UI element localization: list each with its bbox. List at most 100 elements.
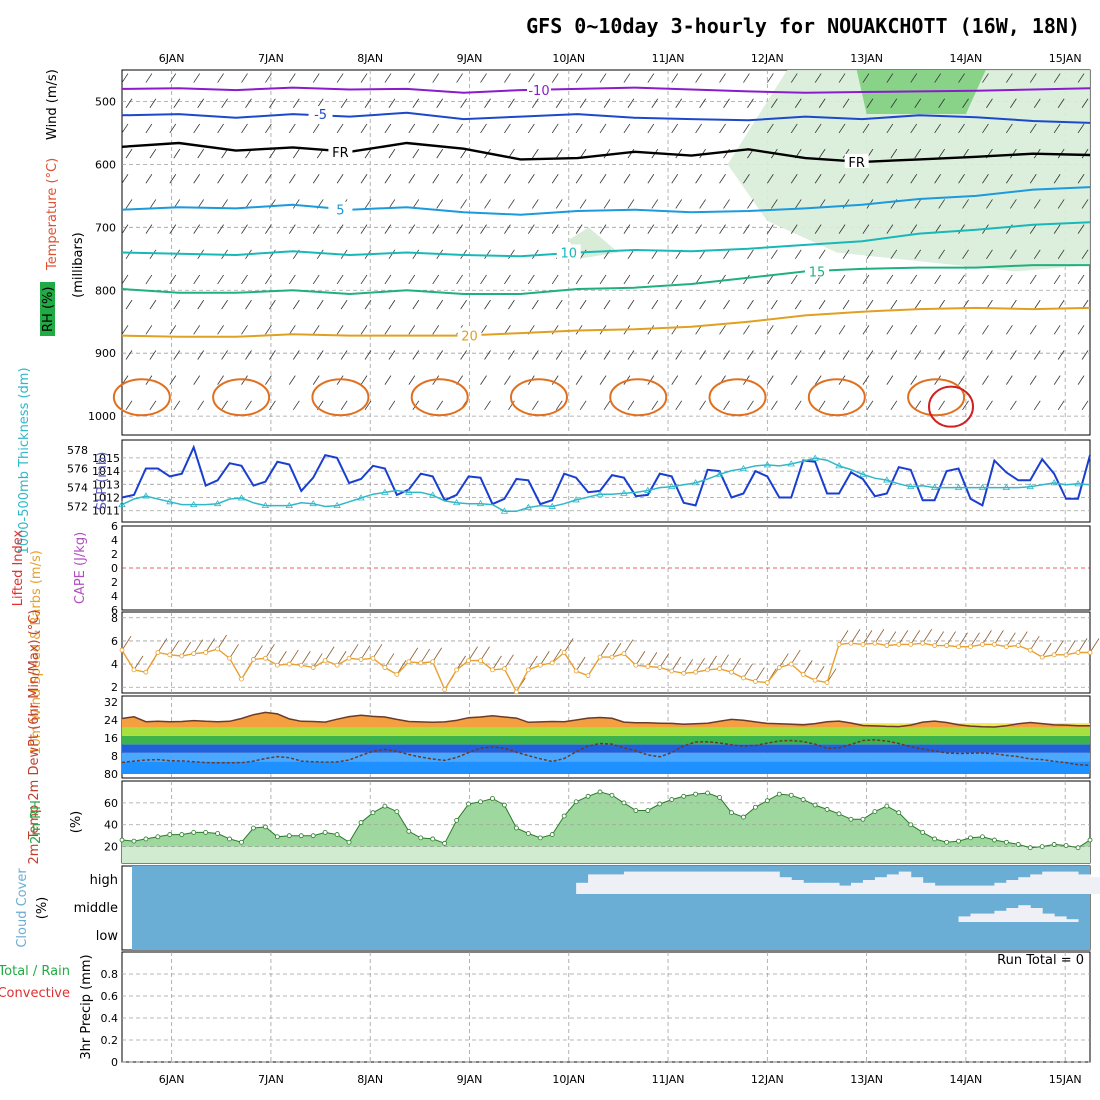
wind-barb: [934, 73, 941, 83]
wind-barb: [456, 174, 463, 184]
rh-marker: [286, 833, 292, 839]
x-tick-label-bottom: 6JAN: [159, 1073, 185, 1086]
wind-barb: [460, 148, 467, 159]
wind-barb: [982, 123, 989, 134]
wind-barb: [360, 274, 368, 285]
cloud-high-cell: [731, 871, 744, 894]
wind-speed-marker: [776, 665, 782, 670]
wind-barb: [938, 199, 945, 209]
wind-speed-marker: [657, 665, 663, 670]
wind-speed-marker: [382, 665, 388, 670]
precip-tick-label: 0.4: [101, 1012, 119, 1025]
wind-barb: [958, 224, 965, 234]
rh-marker: [932, 836, 938, 842]
wind-barb: [121, 123, 129, 134]
wind-barb: [651, 350, 659, 360]
wind-barb: [699, 98, 706, 108]
rh-marker: [956, 838, 961, 844]
y-axis-temp2m-label: 2m Temp 2m DewPt (6hr Min/Max) (°C): [27, 610, 42, 865]
wind-barb: [575, 274, 583, 285]
surface-wind-barb: [563, 638, 574, 653]
surface-wind-barb: [850, 629, 861, 644]
wind-speed-marker: [788, 661, 794, 667]
rh-marker: [274, 834, 280, 840]
wind-barb: [767, 375, 774, 385]
wind-barb: [460, 98, 467, 108]
isotherm-label: -5: [314, 108, 327, 123]
wind-barb: [647, 123, 655, 134]
cloud-high-cell: [695, 871, 709, 894]
surface-wind-barb: [253, 645, 263, 660]
wind-barb: [1081, 98, 1089, 108]
wind-barb: [504, 73, 511, 83]
wind-barb: [818, 350, 826, 360]
warm-contour: [907, 378, 966, 417]
wind-barb: [288, 73, 296, 83]
wind-barb: [1077, 274, 1085, 285]
run-total-label: Run Total = 0: [997, 953, 1084, 968]
wind-barb: [910, 325, 918, 335]
wind-barb: [743, 224, 750, 234]
wind-barb: [125, 350, 133, 360]
thickness-marker: [930, 483, 939, 491]
isotherm-label-bg: [328, 201, 353, 216]
rh-marker: [549, 832, 555, 837]
wind-barb: [364, 148, 372, 159]
wind-barb: [790, 123, 798, 134]
isotherm-line: [121, 221, 1091, 258]
surface-wind-barb: [205, 638, 215, 653]
wind-barb: [484, 299, 491, 310]
surface-wind-barb: [695, 657, 705, 673]
cloud-middle-cell: [1006, 908, 1019, 922]
wind-barb: [340, 299, 348, 310]
isotherm-label-bg: [308, 106, 333, 121]
isotherm-label-bg: [804, 263, 829, 278]
wind-barb: [790, 325, 798, 335]
wind-barb: [316, 299, 324, 310]
surface-wind-barb: [336, 651, 347, 666]
wind-barb: [958, 274, 965, 285]
surface-wind-barb: [982, 630, 992, 645]
wind-barb: [910, 274, 918, 285]
wind-speed-marker: [537, 662, 543, 668]
wind-barb: [408, 274, 416, 285]
wind-barb: [675, 350, 683, 360]
wind-barb: [603, 199, 611, 209]
wind-barb: [910, 375, 918, 385]
wind-speed-marker: [310, 665, 316, 670]
rh-marker: [585, 793, 591, 799]
wind-speed-marker: [143, 669, 149, 675]
wind-barb: [288, 375, 296, 385]
wind-barb: [412, 350, 420, 360]
wind-tick-label: 8: [111, 612, 118, 625]
wind-barb: [125, 148, 133, 159]
wind-barb: [1033, 400, 1041, 411]
wind-barb: [1029, 174, 1037, 184]
surface-wind-barb: [755, 667, 765, 682]
surface-wind-barb: [946, 631, 956, 646]
wind-barb: [388, 98, 396, 108]
stability-tick-label: 4: [111, 534, 118, 547]
stability-tick-label: 0: [111, 562, 118, 575]
wind-barb: [862, 73, 870, 83]
wind-barb: [1010, 249, 1017, 260]
wind-barb: [771, 350, 778, 360]
rh-marker: [406, 828, 412, 834]
wind-barb: [627, 400, 635, 411]
wind-barb: [360, 123, 368, 134]
wind-barb: [747, 299, 754, 310]
wind-speed-marker: [191, 651, 197, 657]
cloud-high-cell: [982, 885, 995, 894]
x-tick-label-bottom: 13JAN: [850, 1073, 883, 1086]
wind-speed-marker: [1051, 652, 1057, 658]
wind-speed-marker: [179, 653, 185, 659]
y-axis-cloud-unit: (%): [35, 897, 50, 920]
wind-barb: [384, 174, 392, 184]
wind-speed-marker: [1003, 644, 1009, 650]
cloud-high-cell: [659, 871, 673, 894]
wind-barb: [790, 174, 798, 184]
wind-barb: [866, 299, 874, 310]
wind-barb: [408, 123, 416, 134]
wind-speed-marker: [980, 642, 985, 647]
wind-barb: [508, 98, 515, 108]
